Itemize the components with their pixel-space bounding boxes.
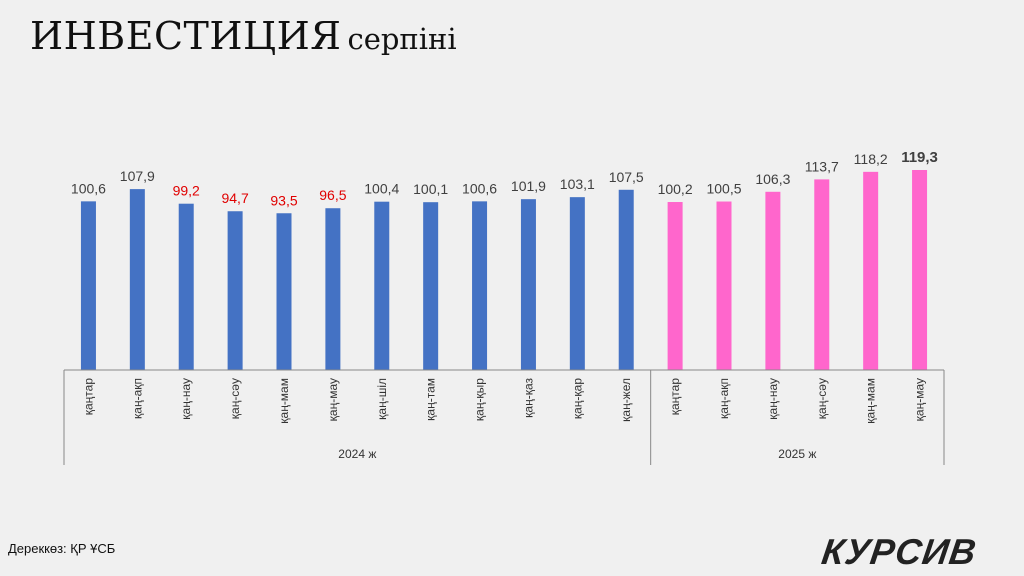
bar (227, 211, 243, 370)
x-tick-label: қаң-ақп (130, 378, 144, 419)
bar (520, 199, 536, 370)
data-label: 100,4 (364, 181, 399, 197)
data-label: 107,9 (120, 168, 155, 184)
data-label: 100,2 (658, 181, 693, 197)
group-label: 2025 ж (778, 447, 816, 461)
data-label: 100,5 (706, 181, 741, 197)
bar (374, 201, 390, 370)
x-tick-label: қаң-шіл (375, 378, 389, 420)
data-label: 99,2 (173, 183, 200, 199)
data-label: 113,7 (805, 158, 839, 174)
bar (814, 179, 830, 370)
x-tick-label: қаң-ақп (717, 378, 731, 419)
bar (912, 170, 928, 370)
bar (276, 213, 292, 370)
x-tick-label: қаңтар (81, 378, 95, 416)
x-tick-label: қаң-мау (326, 378, 340, 421)
data-label: 100,6 (71, 180, 106, 196)
x-tick-label: қаң-жел (619, 378, 633, 422)
x-tick-label: қаң-нау (766, 378, 780, 420)
x-tick-label: қаң-там (424, 378, 438, 421)
bar (423, 202, 439, 370)
data-label: 100,1 (413, 181, 448, 197)
x-tick-label: қаң-нау (179, 378, 193, 420)
bar (667, 202, 683, 370)
bar (765, 191, 781, 370)
title-sub: серпіні (347, 22, 457, 56)
bar (472, 201, 488, 370)
title-main: ИНВЕСТИЦИЯ (30, 14, 342, 58)
kursiv-logo: КУРСИВ (819, 531, 980, 572)
bar (716, 201, 732, 370)
data-label: 96,5 (319, 187, 346, 203)
data-label: 93,5 (270, 192, 297, 208)
data-label: 106,3 (755, 171, 790, 187)
data-label: 119,3 (901, 149, 938, 166)
source-note: Дереккөз: ҚР ҰСБ (8, 541, 116, 556)
x-tick-label: қаң-мам (864, 378, 878, 424)
x-tick-label: қаң-қар (570, 378, 584, 419)
bar (863, 171, 879, 370)
bar (618, 189, 634, 370)
x-tick-label: қаң-сәу (815, 378, 829, 419)
bar (325, 208, 341, 370)
data-label: 94,7 (221, 190, 248, 206)
x-tick-label: қаң-қыр (473, 378, 487, 421)
page-title: ИНВЕСТИЦИЯ серпіні (30, 14, 457, 58)
bar (129, 189, 145, 370)
bar (178, 203, 194, 370)
x-tick-label: қаң-мам (277, 378, 291, 424)
x-tick-label: қаң-қаз (521, 378, 535, 418)
bar (80, 201, 96, 370)
data-label: 100,6 (462, 180, 497, 196)
data-label: 103,1 (560, 176, 595, 192)
data-label: 101,9 (511, 178, 546, 194)
data-label: 107,5 (609, 169, 644, 185)
group-label: 2024 ж (338, 447, 376, 461)
x-tick-label: қаңтар (668, 378, 682, 416)
x-tick-label: қаң-мау (913, 378, 927, 421)
x-tick-label: қаң-сәу (228, 378, 242, 419)
bar (569, 197, 585, 370)
data-label: 118,2 (854, 151, 888, 167)
